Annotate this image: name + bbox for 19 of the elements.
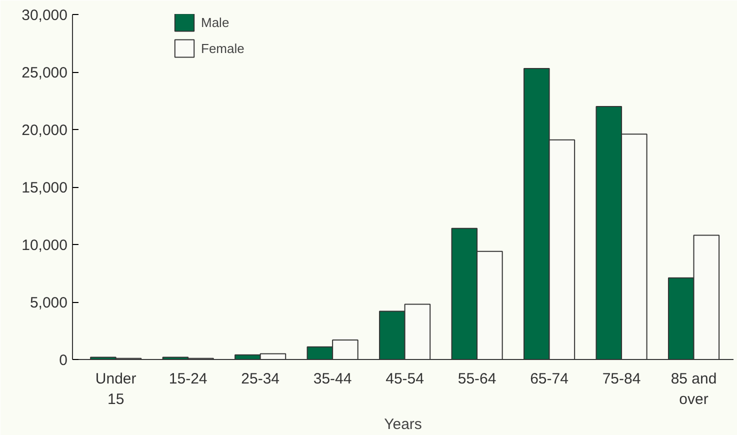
x-tick-label: 35-44 [313,370,352,388]
y-tick-label: 15,000 [22,180,68,196]
x-tick-label: 75-84 [602,370,641,388]
y-tick-label: 5,000 [30,294,68,312]
y-tick-label: 0 [59,352,68,369]
x-tick-label: 25-34 [241,370,280,388]
y-tick-label: 20,000 [22,122,68,139]
x-axis-title: Years [384,416,422,433]
x-tick-label: 85 and over [670,370,717,408]
y-tick-label: 25,000 [22,64,68,82]
y-tick-label: 10,000 [22,237,68,254]
x-tick-label: 55-64 [458,370,496,388]
legend-label: Male [201,14,230,30]
x-tick-label: 65-74 [530,370,568,388]
x-tick-label: 45-54 [386,370,424,388]
y-tick-label: 30,000 [22,7,68,24]
x-tick-label: Under 15 [95,370,136,408]
legend-label: Female [201,40,244,56]
x-tick-label: 15-24 [168,370,208,388]
